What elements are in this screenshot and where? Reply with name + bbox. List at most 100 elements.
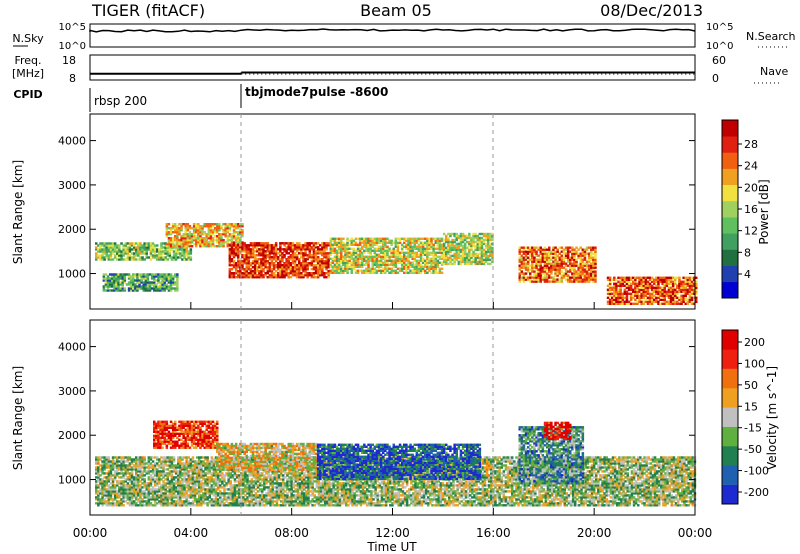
- data-cell: [116, 502, 119, 505]
- data-cell: [177, 504, 180, 507]
- data-cell: [623, 296, 627, 299]
- data-cell: [634, 280, 637, 283]
- data-cell: [386, 253, 389, 256]
- data-cell: [208, 492, 211, 495]
- data-cell: [247, 248, 251, 251]
- data-cell: [459, 244, 463, 248]
- data-cell: [577, 268, 580, 271]
- data-cell: [204, 474, 207, 477]
- data-cell: [192, 227, 196, 230]
- data-cell: [350, 241, 353, 244]
- data-cell: [232, 233, 236, 236]
- data-cell: [111, 468, 115, 471]
- data-cell: [539, 274, 542, 277]
- data-cell: [107, 256, 111, 259]
- data-cell: [430, 257, 433, 260]
- data-cell: [436, 251, 440, 254]
- data-cell: [661, 280, 664, 283]
- data-cell: [124, 244, 127, 247]
- data-cell: [172, 502, 176, 505]
- data-cell: [640, 276, 643, 279]
- data-cell: [121, 277, 124, 280]
- data-cell: [457, 256, 461, 260]
- data-cell: [688, 298, 692, 301]
- data-cell: [124, 250, 127, 253]
- data-cell: [445, 240, 448, 244]
- data-cell: [153, 273, 156, 276]
- data-cell: [281, 248, 284, 251]
- data-cell: [151, 244, 155, 247]
- data-cell: [548, 266, 551, 269]
- data-cell: [199, 241, 202, 244]
- data-cell: [417, 239, 421, 242]
- data-cell: [200, 496, 203, 499]
- data-cell: [104, 273, 108, 276]
- data-cell: [569, 270, 572, 273]
- data-cell: [97, 244, 100, 247]
- data-cell: [695, 296, 698, 299]
- data-cell: [411, 237, 414, 240]
- data-cell: [120, 484, 123, 487]
- data-cell: [162, 476, 165, 479]
- data-cell: [206, 480, 209, 483]
- data-cell: [122, 474, 125, 477]
- data-cell: [135, 486, 138, 489]
- data-cell: [232, 235, 236, 238]
- data-cell: [260, 268, 263, 271]
- data-cell: [472, 260, 475, 264]
- data-cell: [430, 271, 433, 274]
- data-cell: [121, 275, 124, 278]
- data-cell: [377, 241, 381, 244]
- data-cell: [117, 279, 120, 282]
- data-cell: [434, 253, 437, 256]
- data-cell: [166, 502, 169, 505]
- data-cell: [529, 252, 532, 255]
- data-cell: [526, 270, 530, 273]
- data-cell: [678, 278, 681, 281]
- data-cell: [293, 262, 297, 265]
- data-cell: [95, 476, 98, 479]
- data-cell: [185, 480, 188, 483]
- data-cell: [522, 250, 526, 253]
- data-cell: [379, 259, 383, 262]
- data-cell: [455, 232, 458, 236]
- data-cell: [331, 269, 335, 272]
- data-cell: [541, 276, 545, 279]
- data-cell: [367, 237, 370, 240]
- data-cell: [415, 251, 419, 254]
- data-cell: [457, 236, 461, 240]
- data-cell: [537, 278, 540, 281]
- data-cell: [109, 482, 113, 485]
- data-cell: [128, 488, 132, 491]
- data-cell: [348, 259, 351, 262]
- data-cell: [108, 281, 112, 284]
- data-cell: [113, 248, 117, 251]
- data-cell: [281, 274, 284, 277]
- data-cell: [306, 244, 309, 247]
- data-cell: [189, 480, 193, 483]
- data-cell: [130, 490, 134, 493]
- data-cell: [428, 269, 431, 272]
- data-cell: [179, 246, 182, 249]
- data-cell: [640, 282, 643, 285]
- data-cell: [445, 246, 448, 250]
- data-cell: [348, 251, 351, 254]
- data-cell: [189, 252, 193, 255]
- data-cell: [331, 243, 335, 246]
- data-cell: [400, 245, 404, 248]
- data-cell: [686, 300, 690, 303]
- data-cell: [185, 246, 188, 249]
- data-cell: [172, 482, 176, 485]
- data-cell: [139, 494, 142, 497]
- data-cell: [179, 482, 182, 485]
- data-cell: [116, 482, 119, 485]
- data-cell: [403, 255, 406, 258]
- data-cell: [159, 287, 162, 290]
- data-cell: [340, 239, 343, 242]
- data-cell: [134, 285, 137, 288]
- data-cell: [127, 283, 131, 286]
- data-cell: [321, 262, 324, 265]
- data-cell: [101, 250, 104, 253]
- data-cell: [181, 500, 184, 503]
- data-cell: [594, 274, 597, 277]
